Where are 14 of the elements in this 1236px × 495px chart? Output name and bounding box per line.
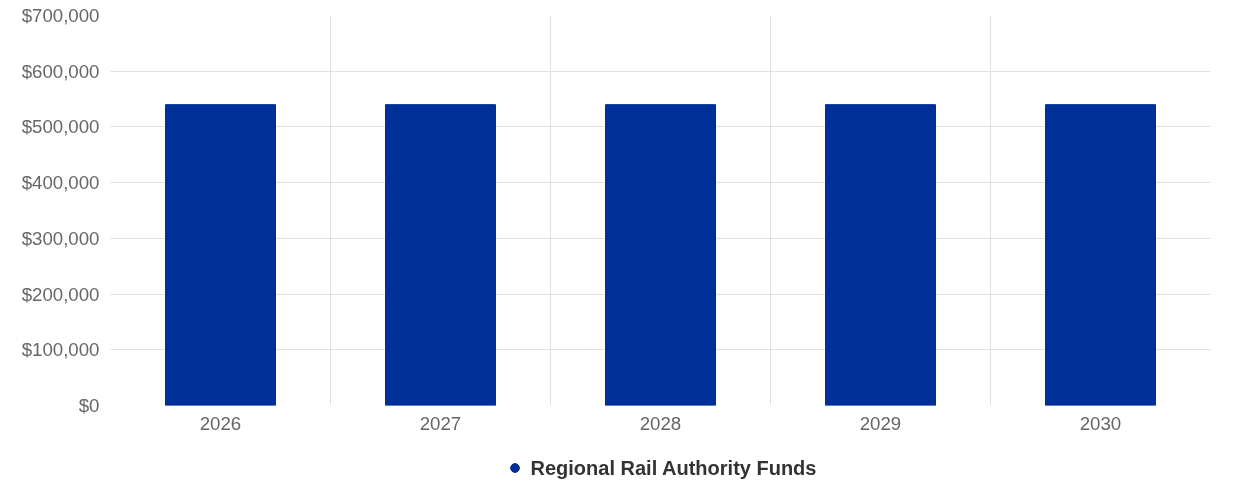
legend-label: Regional Rail Authority Funds	[530, 456, 817, 479]
y-tick-label: $100,000	[21, 339, 100, 361]
y-tick-label: $400,000	[21, 172, 100, 194]
x-tick-label: 2027	[419, 412, 462, 434]
x-tick-label: 2026	[199, 412, 242, 434]
y-tick-label: $200,000	[21, 283, 100, 305]
y-tick-label: $600,000	[21, 60, 100, 82]
x-tick-label: 2029	[859, 412, 902, 434]
x-tick-label: 2028	[639, 412, 682, 434]
y-tick-label: $300,000	[21, 227, 100, 249]
y-tick-label: $700,000	[21, 5, 100, 26]
y-tick-label: $500,000	[21, 116, 100, 138]
x-tick-label: 2030	[1079, 412, 1122, 434]
y-tick-label: $0	[78, 395, 100, 416]
